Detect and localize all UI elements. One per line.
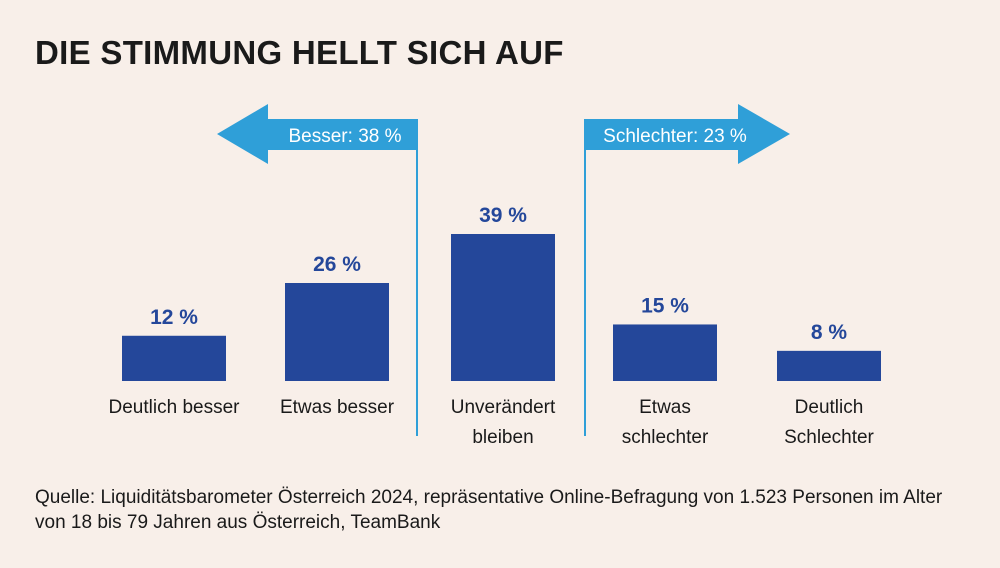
arrow-left-shape (217, 104, 418, 164)
value-label-0: 12 % (150, 306, 198, 329)
category-label-4-line-0: Deutlich (795, 397, 864, 418)
bar-1 (285, 283, 389, 381)
value-label-4: 8 % (811, 321, 848, 344)
category-label-1-line-0: Etwas besser (280, 397, 395, 418)
value-label-1: 26 % (313, 253, 361, 276)
group-arrow-worse: Schlechter: 23 % (584, 104, 790, 436)
bar-4 (777, 350, 881, 381)
category-label-2-line-0: Unverändert (451, 397, 556, 418)
bar-0 (122, 335, 226, 381)
bar-2 (451, 234, 555, 381)
category-label-2-line-1: bleiben (472, 427, 533, 448)
chart-title: DIE STIMMUNG HELLT SICH AUF (35, 34, 564, 71)
source-note: Quelle: Liquiditätsbarometer Österreich … (35, 487, 943, 533)
arrow-right-shape (584, 104, 790, 164)
category-label-3-line-1: schlechter (622, 427, 709, 448)
category-label-3-line-0: Etwas (639, 397, 691, 418)
bar-3 (613, 324, 717, 381)
group-label-worse: Schlechter: 23 % (603, 126, 747, 147)
category-label-4-line-1: Schlechter (784, 427, 874, 448)
bars-layer: 12 % Deutlich besser 26 % Etwas besser 39 % U… (109, 204, 881, 448)
value-label-2: 39 % (479, 204, 527, 227)
category-label-0-line-0: Deutlich besser (109, 397, 241, 418)
value-label-3: 15 % (641, 294, 689, 317)
group-label-better: Besser: 38 % (289, 126, 402, 147)
group-arrow-better: Besser: 38 % (217, 104, 418, 436)
